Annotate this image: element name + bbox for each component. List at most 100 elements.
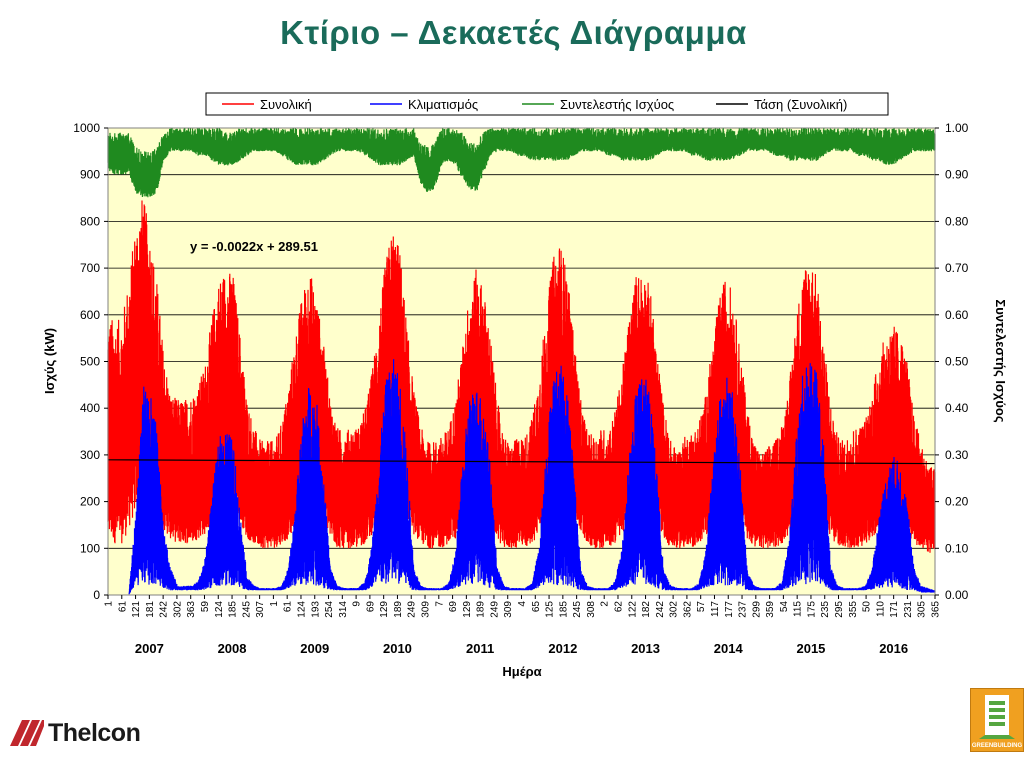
y2-tick-label: 0.10 [945, 541, 969, 555]
x-tick-label: 235 [820, 601, 831, 618]
x-tick-label: 245 [241, 601, 252, 618]
x-axis-title: Ημέρα [502, 664, 541, 679]
x-tick-label: 305 [917, 601, 928, 618]
x-tick-label: 124 [297, 601, 308, 618]
y-tick-label: 500 [80, 355, 100, 369]
x-tick-label: 117 [710, 601, 721, 617]
x-tick-label: 307 [255, 601, 266, 618]
x-tick-label: 110 [875, 601, 886, 617]
x-tick-label: 171 [889, 601, 900, 618]
y-tick-label: 200 [80, 495, 100, 509]
x-tick-label: 314 [338, 601, 349, 618]
x-tick-label: 249 [489, 601, 500, 618]
greenbuilding-logo-text: GREENBUILDING [971, 743, 1023, 749]
y2-tick-label: 0.50 [945, 355, 969, 369]
x-tick-label: 245 [572, 601, 583, 618]
year-label: 2009 [300, 641, 329, 656]
x-tick-label: 363 [186, 601, 197, 618]
x-tick-label: 355 [848, 601, 859, 618]
x-tick-label: 181 [145, 601, 156, 618]
y-tick-label: 300 [80, 448, 100, 462]
x-tick-label: 309 [503, 601, 514, 618]
year-label: 2011 [466, 641, 494, 656]
x-tick-label: 9 [352, 601, 363, 607]
x-tick-label: 129 [379, 601, 390, 618]
y2-axis-title: Συντελεστής Ισχύος [993, 299, 1008, 422]
x-tick-label: 69 [448, 601, 459, 613]
y2-tick-label: 0.40 [945, 401, 969, 415]
x-tick-label: 175 [807, 601, 818, 618]
x-tick-label: 1 [104, 601, 115, 607]
x-tick-label: 309 [421, 601, 432, 618]
x-tick-label: 362 [682, 601, 693, 618]
x-tick-label: 185 [558, 601, 569, 618]
x-tick-label: 7 [434, 601, 445, 607]
legend-entry: Τάση (Συνολική) [754, 97, 847, 112]
thelcon-logo-icon [10, 720, 44, 746]
x-tick-label: 57 [696, 601, 707, 613]
x-tick-label: 61 [283, 601, 294, 613]
y2-tick-label: 0.30 [945, 448, 969, 462]
x-tick-label: 2 [600, 601, 611, 607]
x-tick-label: 302 [172, 601, 183, 618]
x-tick-label: 359 [765, 601, 776, 618]
x-tick-label: 125 [545, 601, 556, 618]
x-tick-label: 299 [751, 601, 762, 618]
x-tick-label: 242 [159, 601, 170, 618]
legend-entry: Κλιματισμός [408, 97, 478, 112]
y-tick-label: 800 [80, 214, 100, 228]
x-tick-label: 122 [627, 601, 638, 618]
x-tick-label: 61 [117, 601, 128, 613]
thelcon-logo-text: Thelcon [48, 718, 141, 747]
y-tick-label: 400 [80, 401, 100, 415]
x-tick-label: 62 [614, 601, 625, 613]
y-tick-label: 700 [80, 261, 100, 275]
x-tick-label: 69 [365, 601, 376, 613]
y2-tick-label: 0.90 [945, 168, 969, 182]
year-label: 2012 [548, 641, 577, 656]
year-label: 2007 [135, 641, 164, 656]
axes: 0 100 200 300 400 500 600 700 800 900 1000 0.00 0.10… [73, 121, 968, 656]
series-trend-line [107, 459, 936, 465]
x-tick-label: 295 [834, 601, 845, 618]
x-tick-label: 59 [200, 601, 211, 613]
series-air-conditioning [128, 359, 936, 595]
trend-equation: y = -0.0022x + 289.51 [190, 239, 318, 254]
y2-tick-label: 0.00 [945, 588, 969, 602]
x-tick-label: 249 [407, 601, 418, 618]
year-label: 2010 [383, 641, 412, 656]
y2-tick-label: 1.00 [945, 121, 969, 135]
x-tick-label: 302 [669, 601, 680, 618]
greenbuilding-logo-icon [979, 695, 1015, 739]
x-tick-label: 231 [903, 601, 914, 618]
greenbuilding-logo: GREENBUILDING [970, 688, 1024, 752]
x-tick-label: 189 [393, 601, 404, 618]
year-label: 2013 [631, 641, 660, 656]
x-tick-label: 4 [517, 601, 528, 607]
x-tick-label: 254 [324, 601, 335, 618]
x-tick-label: 237 [738, 601, 749, 618]
x-tick-label: 185 [228, 601, 239, 618]
legend-entry: Συνολική [260, 97, 312, 112]
x-tick-label: 365 [931, 601, 942, 618]
year-label: 2015 [796, 641, 825, 656]
y2-tick-label: 0.20 [945, 495, 969, 509]
y-tick-label: 0 [93, 588, 100, 602]
x-tick-label: 182 [641, 601, 652, 618]
x-tick-label: 129 [462, 601, 473, 618]
x-tick-label: 189 [476, 601, 487, 618]
x-tick-label: 115 [793, 601, 804, 617]
y-tick-label: 1000 [73, 121, 100, 135]
y2-tick-label: 0.60 [945, 308, 969, 322]
y2-tick-label: 0.70 [945, 261, 969, 275]
page-title: Κτίριο – Δεκαετές Διάγραμμα [280, 14, 747, 51]
x-tick-label: 65 [531, 601, 542, 613]
y-tick-label: 600 [80, 308, 100, 322]
x-tick-label: 177 [724, 601, 735, 618]
x-tick-label: 308 [586, 601, 597, 618]
year-label: 2014 [714, 641, 744, 656]
y-axis-title: Ισχύς (kW) [42, 328, 57, 394]
x-tick-label: 50 [862, 601, 873, 613]
legend: Συνολική Κλιματισμός Συντελεστής Ισχύος Τάσ… [205, 92, 889, 116]
